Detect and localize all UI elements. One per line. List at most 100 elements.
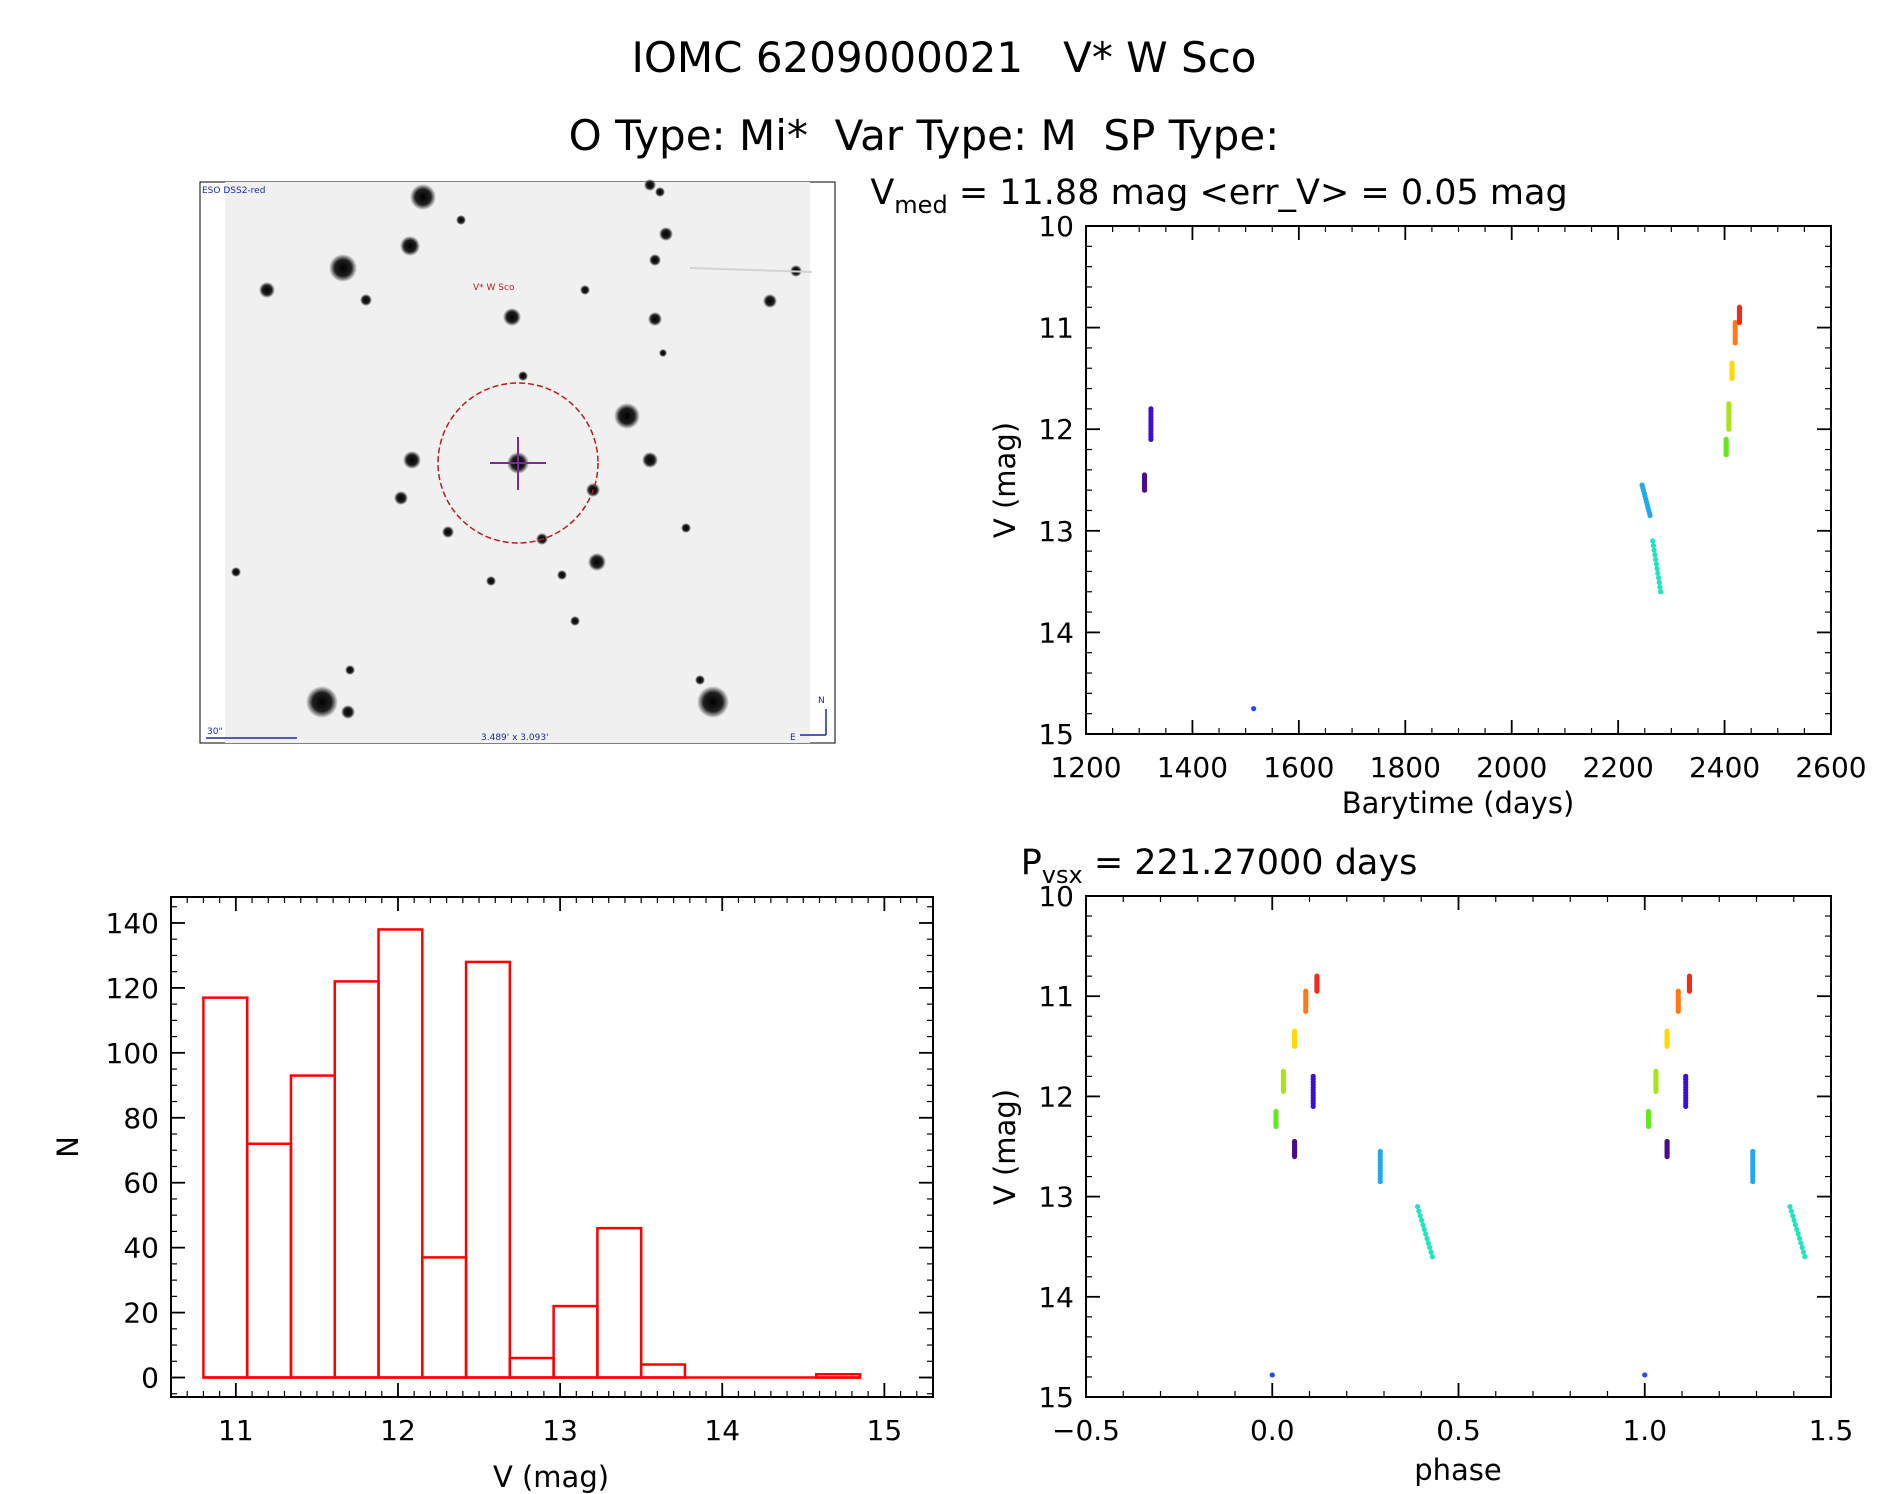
lightcurve-point xyxy=(1148,436,1154,442)
lightcurve-x-tick-label: 1600 xyxy=(1263,751,1334,784)
phased-point xyxy=(1377,1178,1383,1185)
scale-label: 30" xyxy=(207,727,223,737)
lightcurve-point xyxy=(1650,538,1656,544)
lightcurve-point xyxy=(1655,575,1662,581)
lightcurve-title: Vmed = 11.88 mag <err_V> = 0.05 mag xyxy=(870,173,1567,219)
lightcurve-point xyxy=(1732,340,1738,346)
phased-x-tick-label: 0.0 xyxy=(1250,1414,1295,1447)
histogram-frame xyxy=(170,896,934,1398)
phased-point xyxy=(1310,1103,1316,1110)
phased-title-main: P xyxy=(1021,843,1042,883)
phased-y-tick-label: 13 xyxy=(1038,1181,1074,1214)
phased-point xyxy=(1791,1217,1797,1223)
finder-star xyxy=(360,294,372,306)
lightcurve-x-tick-label: 1200 xyxy=(1050,751,1121,784)
histogram-y-tick-label: 140 xyxy=(106,907,159,940)
phased-point xyxy=(1683,1103,1689,1110)
histogram-bar xyxy=(639,1363,687,1379)
phased-point xyxy=(1645,1123,1652,1130)
phased-y-tick-label: 14 xyxy=(1038,1281,1074,1314)
phased-point xyxy=(1787,1204,1793,1210)
phased-point xyxy=(1414,1204,1421,1210)
finder-star xyxy=(681,523,691,533)
finder-star xyxy=(588,553,606,571)
finder-chart: ESO DSS2-red V* W Sco 30" 3.489' x 3.093… xyxy=(199,179,836,744)
phased-point xyxy=(1424,1235,1430,1242)
phased-point xyxy=(1427,1245,1433,1251)
phased-point xyxy=(1273,1123,1279,1130)
phased-points xyxy=(1269,973,1808,1378)
lightcurve-plot: Vmed = 11.88 mag <err_V> = 0.05 mag 1200… xyxy=(870,173,1866,820)
figure-title: IOMC 6209000021 V* W Sco xyxy=(631,33,1256,82)
finder-star xyxy=(259,282,275,298)
phased-point xyxy=(1788,1208,1794,1214)
type-subtitle: O Type: Mi* Var Type: M SP Type: xyxy=(569,111,1280,160)
finder-star xyxy=(695,675,705,685)
phased-y-tick-label: 15 xyxy=(1038,1381,1074,1414)
lightcurve-x-tick-label: 2400 xyxy=(1689,751,1760,784)
phased-point xyxy=(1292,1043,1298,1049)
finder-star xyxy=(410,184,436,210)
phased-point xyxy=(1417,1213,1423,1219)
north-label: N xyxy=(818,696,825,706)
histogram-y-tick-label: 120 xyxy=(106,972,159,1005)
finder-streak xyxy=(689,267,813,273)
target-label: V* W Sco xyxy=(473,283,515,293)
lightcurve-x-tick-label: 2000 xyxy=(1476,751,1547,784)
lightcurve-title-main: V xyxy=(870,173,894,213)
finder-star xyxy=(649,254,661,266)
phased-point xyxy=(1794,1226,1800,1232)
histogram-bar xyxy=(377,928,424,1379)
phased-point xyxy=(1798,1240,1804,1246)
finder-star xyxy=(403,451,421,469)
histogram-bar xyxy=(464,960,512,1379)
histogram-xlabel: V (mag) xyxy=(493,1460,609,1494)
survey-label: ESO DSS2-red xyxy=(202,186,265,196)
phased-point xyxy=(1269,1372,1275,1378)
finder-star xyxy=(763,294,777,308)
finder-star xyxy=(345,665,355,675)
lightcurve-points xyxy=(1141,304,1743,712)
lightcurve-y-tick-label: 14 xyxy=(1038,616,1074,649)
phased-axes: −0.5 0.0 0.5 1.0 1.5 10 11 12 13 14 15 xyxy=(1038,880,1853,1447)
histogram-y-tick-label: 100 xyxy=(106,1037,159,1070)
lightcurve-y-tick-label: 12 xyxy=(1038,413,1074,446)
phased-point xyxy=(1420,1222,1426,1228)
field-size-label: 3.489' x 3.093' xyxy=(481,733,549,743)
lightcurve-point xyxy=(1723,452,1729,458)
phased-plot: Pvsx = 221.27000 days −0.5 0.0 0.5 1.0 1.5 10… xyxy=(988,843,1853,1487)
phased-point xyxy=(1428,1249,1434,1255)
lightcurve-x-tick-label: 2200 xyxy=(1583,751,1654,784)
histogram-bar xyxy=(508,1356,555,1379)
phased-title: Pvsx = 221.27000 days xyxy=(1021,843,1418,889)
phased-ylabel: V (mag) xyxy=(988,1089,1022,1205)
histogram-bars xyxy=(202,928,862,1379)
phased-point xyxy=(1675,1008,1681,1014)
histogram-bar xyxy=(421,1256,468,1379)
phased-point xyxy=(1686,988,1693,994)
finder-star xyxy=(394,491,408,505)
phased-y-tick-label: 12 xyxy=(1038,1080,1074,1113)
finder-star xyxy=(231,567,241,577)
lightcurve-point xyxy=(1652,552,1658,558)
finder-star xyxy=(580,285,590,295)
finder-star xyxy=(644,179,656,191)
histogram-bar xyxy=(596,1226,643,1379)
phased-title-rest: = 221.27000 days xyxy=(1083,843,1418,883)
phased-point xyxy=(1800,1249,1807,1255)
phased-point xyxy=(1314,988,1320,994)
histogram-bar xyxy=(289,1074,336,1379)
phased-x-tick-label: −0.5 xyxy=(1052,1414,1120,1447)
finder-star xyxy=(648,312,662,326)
finder-star xyxy=(400,236,420,256)
finder-star xyxy=(642,452,658,468)
histogram-y-tick-label: 80 xyxy=(123,1102,159,1135)
lightcurve-x-tick-label: 1800 xyxy=(1370,751,1441,784)
phased-point xyxy=(1790,1213,1796,1219)
finder-star xyxy=(306,686,338,718)
histogram-y-tick-label: 20 xyxy=(123,1297,159,1330)
finder-star xyxy=(614,403,640,429)
histogram-axes: 11 12 13 14 15 0 20 40 60 80 100 120 140 xyxy=(106,897,934,1447)
lightcurve-point xyxy=(1656,579,1662,586)
